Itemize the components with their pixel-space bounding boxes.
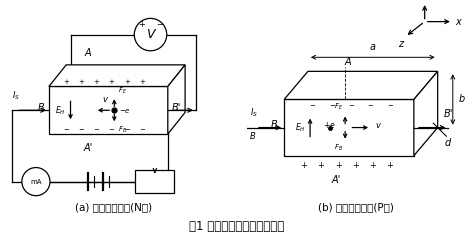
Text: $E_H$: $E_H$: [295, 121, 306, 134]
Text: A': A': [83, 143, 92, 153]
Circle shape: [22, 168, 50, 196]
Text: V: V: [146, 28, 155, 41]
Bar: [284, 99, 414, 156]
Text: −: −: [124, 127, 130, 133]
Text: $E_H$: $E_H$: [55, 104, 66, 117]
Text: A: A: [344, 57, 351, 67]
Text: B': B': [444, 109, 454, 118]
Text: $I_S$: $I_S$: [12, 89, 20, 102]
Text: b: b: [458, 94, 465, 104]
Text: +: +: [78, 79, 84, 85]
Text: −: −: [368, 103, 374, 109]
Text: +: +: [63, 79, 69, 85]
Text: B: B: [38, 103, 45, 113]
Text: $F_E$: $F_E$: [334, 102, 343, 112]
Text: $F_B$: $F_B$: [334, 143, 343, 153]
Polygon shape: [168, 65, 185, 134]
Text: −: −: [329, 103, 335, 109]
Text: 图1 霍尔效应实验原理示意图: 图1 霍尔效应实验原理示意图: [190, 220, 284, 233]
Text: +: +: [352, 161, 359, 170]
Text: −: −: [310, 103, 315, 109]
Text: $F_E$: $F_E$: [118, 86, 127, 96]
Text: +: +: [300, 161, 307, 170]
Text: +: +: [387, 161, 393, 170]
Text: z: z: [398, 39, 403, 49]
Text: $v$: $v$: [102, 95, 109, 104]
Text: $I_S$: $I_S$: [250, 106, 257, 119]
Text: $+e$: $+e$: [323, 120, 336, 130]
Text: $F_B$: $F_B$: [118, 124, 127, 134]
Text: +: +: [138, 20, 145, 29]
Text: x: x: [455, 17, 461, 27]
Text: a: a: [370, 42, 376, 52]
Text: +: +: [318, 161, 324, 170]
Text: −: −: [139, 127, 145, 133]
Text: −: −: [93, 127, 100, 133]
Text: B: B: [271, 120, 278, 130]
Text: +: +: [335, 161, 342, 170]
Text: +: +: [139, 79, 145, 85]
Polygon shape: [49, 65, 185, 86]
Text: A: A: [84, 48, 91, 58]
Text: −: −: [63, 127, 69, 133]
Text: A': A': [331, 175, 341, 185]
Text: B': B': [172, 103, 182, 113]
Bar: [136, 170, 174, 193]
Polygon shape: [414, 71, 438, 156]
Text: −: −: [109, 127, 115, 133]
Text: −: −: [348, 103, 354, 109]
Polygon shape: [284, 71, 438, 99]
Text: B: B: [250, 132, 255, 141]
Text: (a) 载流子为电子(N型): (a) 载流子为电子(N型): [75, 202, 152, 212]
Text: (b) 载流子为空穴(P型): (b) 载流子为空穴(P型): [318, 202, 393, 212]
Text: +: +: [124, 79, 130, 85]
Text: +: +: [369, 161, 376, 170]
Text: $-e$: $-e$: [118, 107, 130, 115]
Text: +: +: [109, 79, 115, 85]
Bar: [49, 86, 168, 134]
Text: mA: mA: [30, 179, 42, 185]
Text: −: −: [387, 103, 393, 109]
Text: +: +: [93, 79, 100, 85]
Text: d: d: [444, 138, 450, 148]
Text: −: −: [78, 127, 84, 133]
Text: −: −: [156, 20, 163, 29]
Text: $v$: $v$: [375, 121, 383, 130]
Circle shape: [134, 18, 167, 51]
